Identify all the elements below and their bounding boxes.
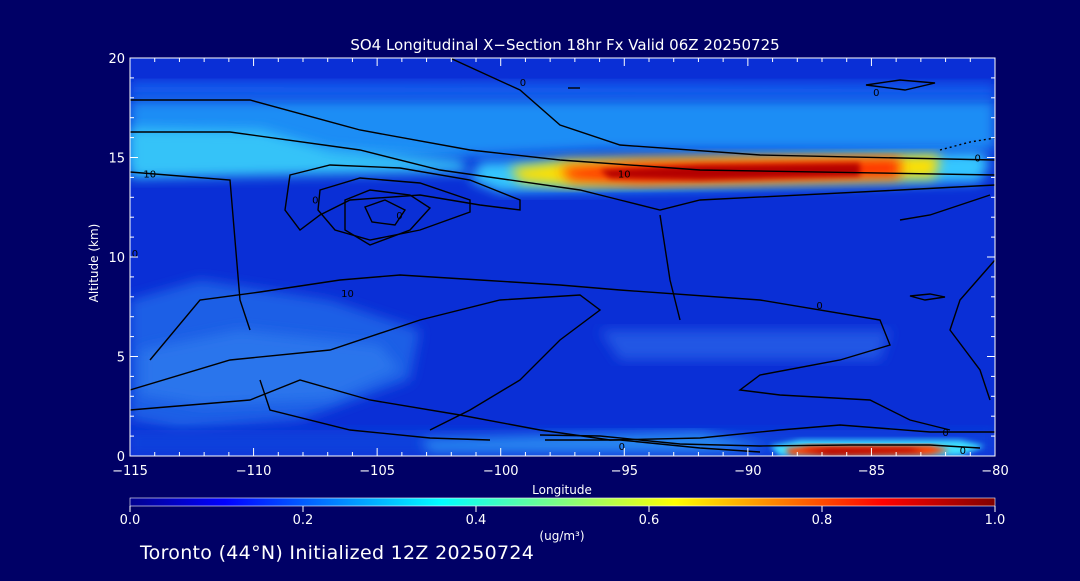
contour-line [130,131,995,211]
contour-line [865,79,936,91]
chart-title: SO4 Longitudinal X−Section 18hr Fx Valid… [350,36,779,54]
x-tick-label: −110 [236,464,272,479]
x-axis-label: Longitude [532,483,592,497]
x-tick-label: −115 [112,464,148,479]
contour-line [317,177,471,241]
contour-line [949,259,995,401]
colorbar-tick-label: 0.2 [293,513,314,528]
footer-caption: Toronto (44°N) Initialized 12Z 20250724 [140,542,535,564]
colorbar-tick-label: 1.0 [985,513,1006,528]
x-tick-label: −95 [611,464,638,479]
colorbar-tick-label: 0.8 [812,513,833,528]
colorbar-unit-label: (ug/m³) [539,529,584,543]
contour-label: 10 [143,169,156,180]
contour-label: 10 [618,169,631,180]
contour-label: 0 [942,428,948,439]
contour-line [539,434,981,449]
colorbar-tick-label: 0.4 [466,513,487,528]
contour-line [659,214,681,321]
x-tick-label: −85 [858,464,885,479]
contour-label: 0 [619,442,625,453]
contour-line [259,379,491,441]
x-tick-label: −80 [981,464,1008,479]
x-tick-label: −105 [359,464,395,479]
colorbar-gradient [129,497,996,507]
contour-line [909,293,946,301]
field-surface-mid [420,432,770,452]
colorbar: 0.0 0.2 0.4 0.6 0.8 1.0 (ug/m³) [120,497,1006,543]
y-tick-label: 15 [108,152,125,167]
field-band-west-high [130,128,470,178]
contour-line [130,171,251,331]
x-tick-label: −90 [734,464,761,479]
colorbar-ticks: 0.0 0.2 0.4 0.6 0.8 1.0 [120,506,1006,528]
contour-label: 10 [341,289,354,300]
contour-label: 0 [975,154,981,165]
contour-line [130,294,602,431]
field-band-upper [130,82,995,98]
contour-line [364,199,407,226]
colorbar-tick-label: 0.0 [120,513,141,528]
y-tick-label: 10 [108,251,125,266]
contour-label: 0 [312,195,318,206]
colorbar-tick-label: 0.6 [639,513,660,528]
contour-lines [130,58,995,453]
contour-label: 0 [816,301,822,312]
contour-line [939,137,995,151]
field-mid-east [600,330,890,360]
contour-line [284,164,521,231]
contour-line [130,99,995,176]
contour-line [344,189,432,246]
contour-label: 0 [132,249,138,260]
y-tick-label: 0 [117,450,125,465]
contour-line [545,439,761,453]
y-axis-label: Altitude (km) [87,224,101,303]
contour-line [149,274,951,431]
contour-label: 0 [520,78,526,89]
contour-label: 0 [873,88,879,99]
contour-labels: 10 0 0 0 10 0 0 10 0 0 0 0 0 [132,78,981,457]
y-axis: 0 5 10 15 20 [108,52,995,465]
x-axis: −115 −110 −105 −100 −95 −90 −85 −80 [112,58,1009,479]
x-tick-label: −100 [483,464,519,479]
contour-line [449,58,995,161]
contour-label: 0 [396,211,402,222]
field-surface-darkred [800,448,925,455]
plot-area: 10 0 0 0 10 0 0 10 0 0 0 0 0 [130,58,995,457]
y-tick-label: 5 [117,351,125,366]
y-tick-label: 20 [108,52,125,67]
contour-line [899,194,991,221]
contour-label: 0 [960,446,966,457]
